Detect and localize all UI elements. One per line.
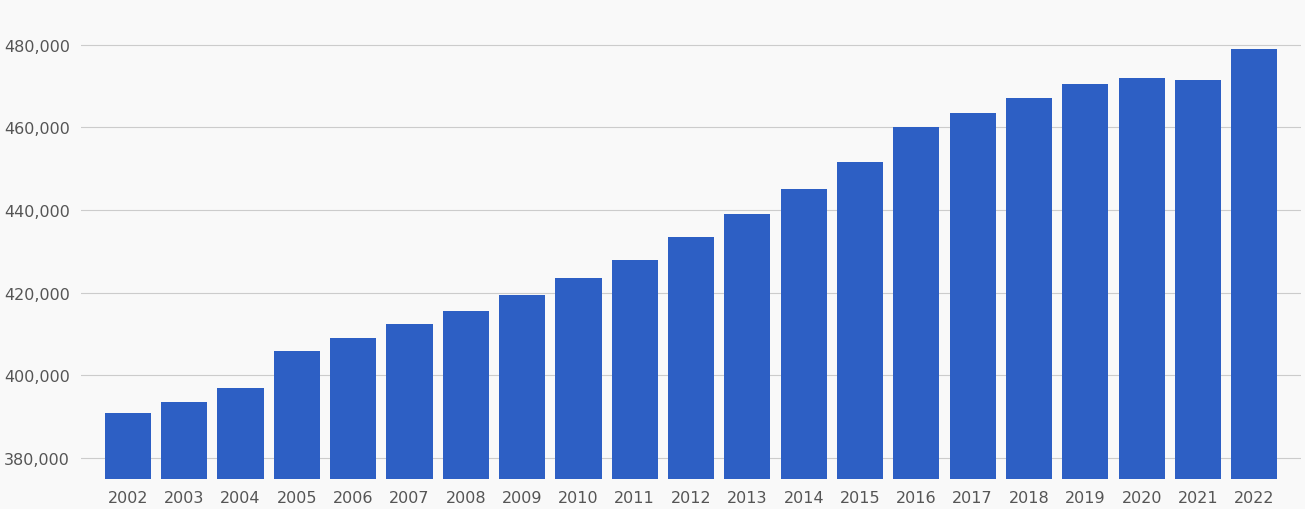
Bar: [330, 338, 376, 479]
Bar: [893, 128, 940, 479]
Bar: [499, 295, 545, 479]
Bar: [668, 237, 714, 479]
Bar: [780, 190, 827, 479]
Bar: [1118, 78, 1165, 479]
Bar: [161, 403, 207, 479]
Bar: [274, 351, 320, 479]
Bar: [104, 413, 151, 479]
Bar: [386, 324, 432, 479]
Bar: [837, 163, 883, 479]
Bar: [950, 114, 996, 479]
Bar: [612, 260, 658, 479]
Bar: [1006, 99, 1052, 479]
Bar: [1174, 80, 1221, 479]
Bar: [724, 215, 770, 479]
Bar: [1231, 49, 1278, 479]
Bar: [442, 312, 489, 479]
Bar: [218, 388, 264, 479]
Bar: [556, 278, 602, 479]
Bar: [1062, 84, 1108, 479]
